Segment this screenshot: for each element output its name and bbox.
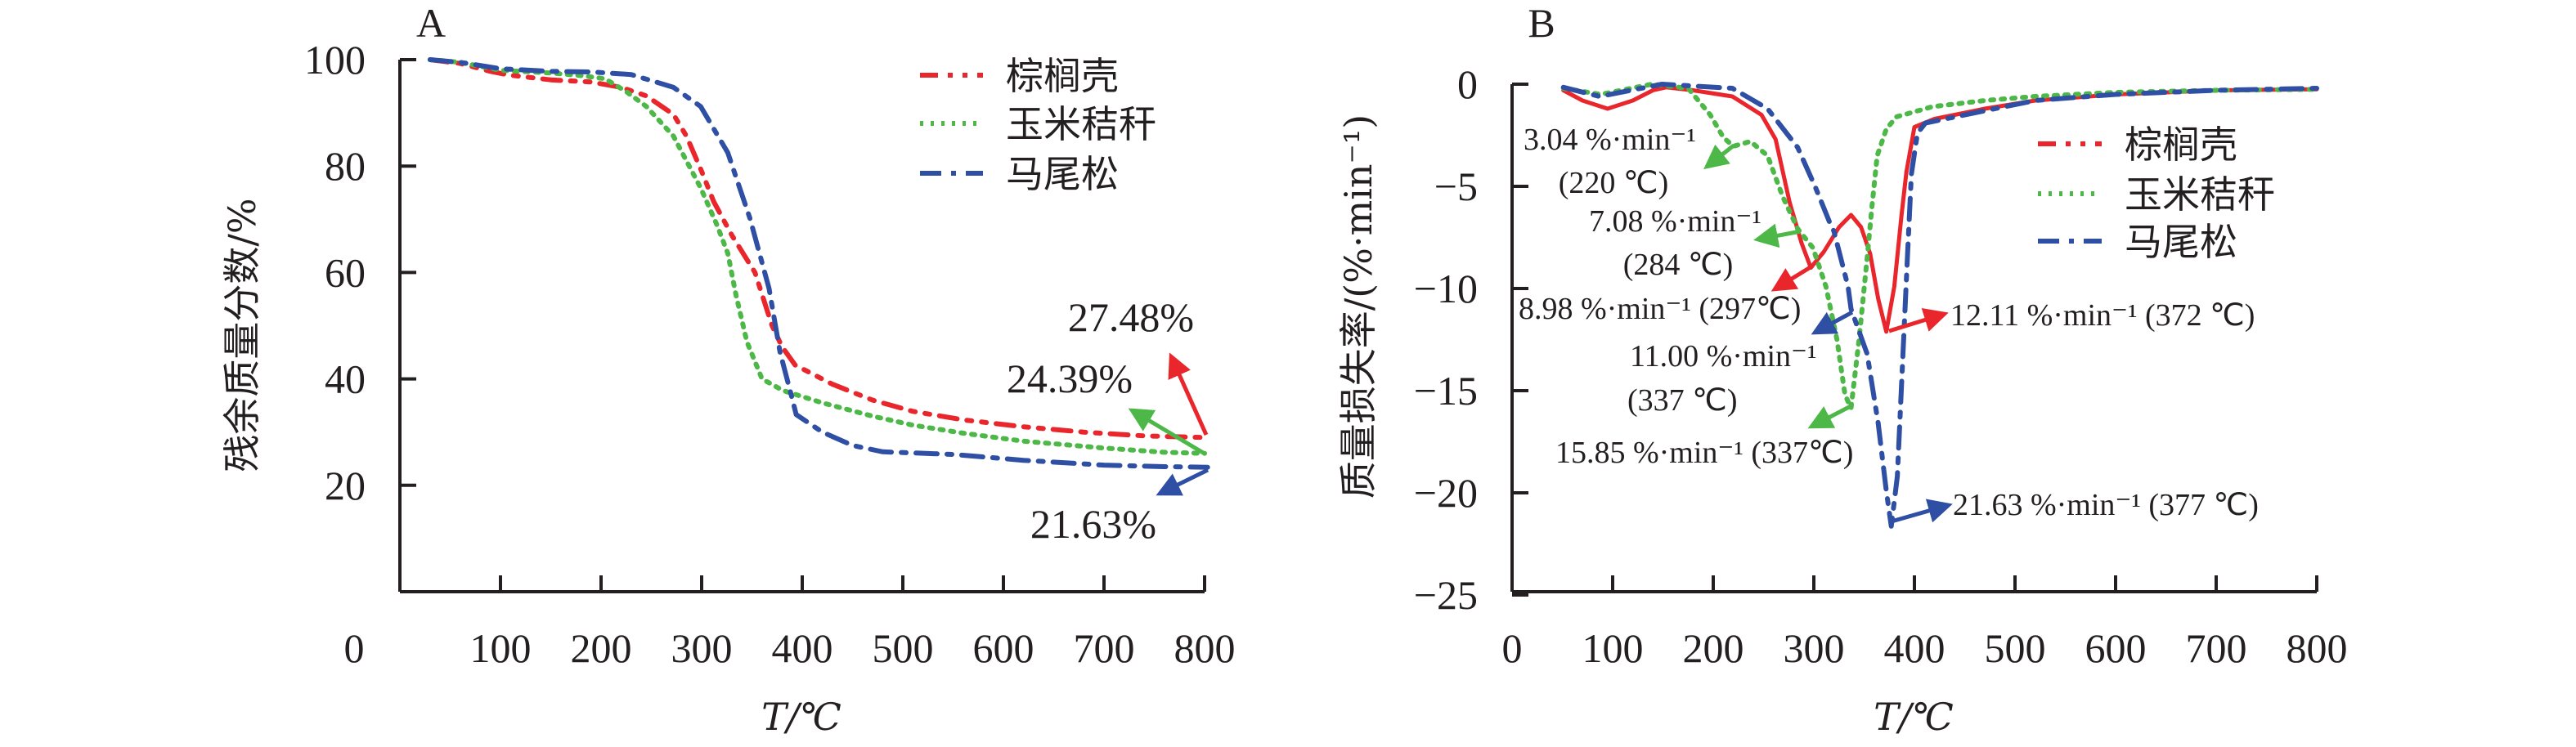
legend-label: 玉米秸秆 [1006,102,1156,146]
x-tick-label: 800 [1174,625,1236,671]
annotation-label: 7.08 %·min⁻¹ [1589,204,1761,239]
series-line-masson-pine [427,57,1210,470]
annotation-label: 15.85 %·min⁻¹ (337℃) [1555,436,1853,470]
annotation-arrow [1807,404,1852,429]
legend-label: 棕榈壳 [1006,54,1119,98]
y-tick-label: −10 [1414,266,1478,311]
annotation-arrow [1888,308,1949,333]
y-tick-label: −25 [1414,572,1478,618]
series-line-corn-stalk [1560,82,2319,411]
panel-a-annotations: 27.48% 24.39% 21.63% [1007,294,1209,547]
y-tick-label: −20 [1414,470,1478,516]
x-tick-label: 200 [1683,625,1744,671]
annotation-label: 8.98 %·min⁻¹ (297℃) [1519,292,1801,326]
annotation-arrow [1703,144,1735,170]
x-tick-label: 600 [2085,625,2147,671]
annotation-label: 27.48% [1068,294,1194,340]
panel-b-dtg-chart: B 0 100 200 300 400 500 600 700 800 0 −5 −10 −15 −20 −… [1336,0,2348,739]
panel-a-y-axis-title: 残余质量分数/% [220,198,264,472]
series-line-palm-shell [1561,85,2319,334]
annotation-label: 12.11 %·min⁻¹ (372 ℃) [1950,298,2255,333]
y-tick-label: 40 [325,356,366,402]
x-tick-label: 700 [1074,625,1135,671]
y-tick-label: 20 [325,463,366,508]
legend-label: 棕榈壳 [2125,123,2237,167]
x-tick-label: 300 [671,625,733,671]
annotation-label: (284 ℃) [1623,248,1733,282]
annotation-label: 21.63 %·min⁻¹ (377 ℃) [1953,488,2259,522]
y-tick-label: −5 [1434,163,1478,209]
x-tick-label: 600 [973,625,1034,671]
annotation-label: 11.00 %·min⁻¹ [1630,339,1816,374]
x-tick-label: 400 [1884,625,1945,671]
x-tick-label: 100 [1582,625,1644,671]
legend-label: 玉米秸秆 [2125,172,2275,217]
y-tick-label: 100 [304,37,366,83]
panel-a-axes: 0 100 200 300 400 500 600 700 800 20 40 60 80 100 [304,37,1236,671]
annotation-label: (220 ℃) [1559,166,1668,200]
x-tick-label: 100 [470,625,532,671]
panel-b-y-axis-title: 质量损失率/(%·min⁻¹) [1336,114,1380,499]
annotation-arrow [1811,310,1854,335]
x-tick-label: 500 [873,625,934,671]
annotation-arrow [1156,467,1209,496]
series-line-corn-stalk [427,57,1207,456]
annotation-arrow [1891,499,1953,524]
panel-a-series [427,57,1210,470]
panel-b-axes: 0 100 200 300 400 500 600 700 800 0 −5 −10 −15 −20 −25 [1414,61,2348,671]
x-tick-label: 300 [1784,625,1845,671]
series-line-palm-shell [427,57,1204,441]
panel-b-series [1560,82,2319,529]
panel-b-x-axis-title: T/℃ [1874,695,1954,739]
y-tick-label: 60 [325,249,366,295]
annotation-label: 24.39% [1007,356,1133,401]
series-line-masson-pine [1560,82,2319,529]
legend-label: 马尾松 [1006,152,1119,196]
y-tick-label: 80 [325,143,366,189]
x-tick-label: 0 [1502,625,1523,671]
x-tick-label: 200 [571,625,632,671]
annotation-arrow [1770,263,1815,292]
x-tick-label: 0 [344,625,365,671]
panel-a-tg-chart: A 0 100 200 300 400 500 600 700 800 20 40 60 80 100 残… [220,0,1236,739]
x-tick-label: 700 [2186,625,2247,671]
annotation-arrow [1753,223,1802,248]
panel-a-label: A [416,0,446,46]
annotation-label: 21.63% [1030,501,1156,547]
x-tick-label: 500 [1985,625,2046,671]
panel-b-label: B [1528,0,1555,46]
annotation-label: (337 ℃) [1627,383,1737,418]
x-tick-label: 800 [2287,625,2348,671]
panel-a-x-axis-title: T/℃ [761,695,841,739]
y-tick-label: −15 [1414,368,1478,414]
annotation-arrow [1128,408,1206,456]
legend-label: 马尾松 [2125,220,2237,264]
annotation-arrow [1168,352,1209,436]
x-tick-label: 400 [772,625,833,671]
y-tick-label: 0 [1457,61,1478,107]
panel-b-annotations: 3.04 %·min⁻¹ (220 ℃) 7.08 %·min⁻¹ (284 ℃) 8.… [1519,123,2259,524]
annotation-label: 3.04 %·min⁻¹ [1524,123,1696,157]
